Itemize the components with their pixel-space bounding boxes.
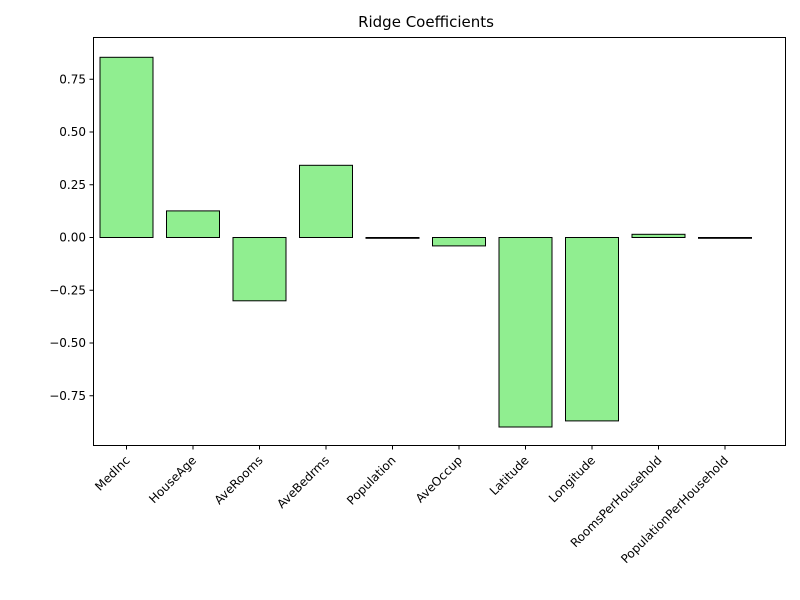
bar-houseage xyxy=(166,210,220,238)
bars-group xyxy=(99,56,752,428)
y-axis: −0.75 −0.50 −0.25 0.00 0.25 0.50 0.75 xyxy=(49,72,94,403)
y-tick-label: −0.75 xyxy=(49,389,86,403)
chart-title: Ridge Coefficients xyxy=(358,13,494,31)
plot-frame xyxy=(93,37,786,446)
bar-medinc xyxy=(99,56,154,238)
bar-longitude xyxy=(565,237,619,422)
y-tick-label: −0.25 xyxy=(49,283,86,297)
bar-averooms xyxy=(232,237,287,302)
bar-populationperhousehold xyxy=(698,237,752,239)
bar-avebedrms xyxy=(299,164,353,238)
y-tick-label: 0.25 xyxy=(59,178,86,192)
y-tick-label: 0.50 xyxy=(59,125,86,139)
bar-aveoccup xyxy=(432,237,486,247)
bar-population xyxy=(365,237,420,239)
bar-roomsperhousehold xyxy=(631,233,686,239)
y-tick-label: −0.50 xyxy=(49,336,86,350)
y-tick-label: 0.00 xyxy=(59,231,86,245)
y-tick-label: 0.75 xyxy=(59,72,86,86)
bar-latitude xyxy=(498,237,553,428)
